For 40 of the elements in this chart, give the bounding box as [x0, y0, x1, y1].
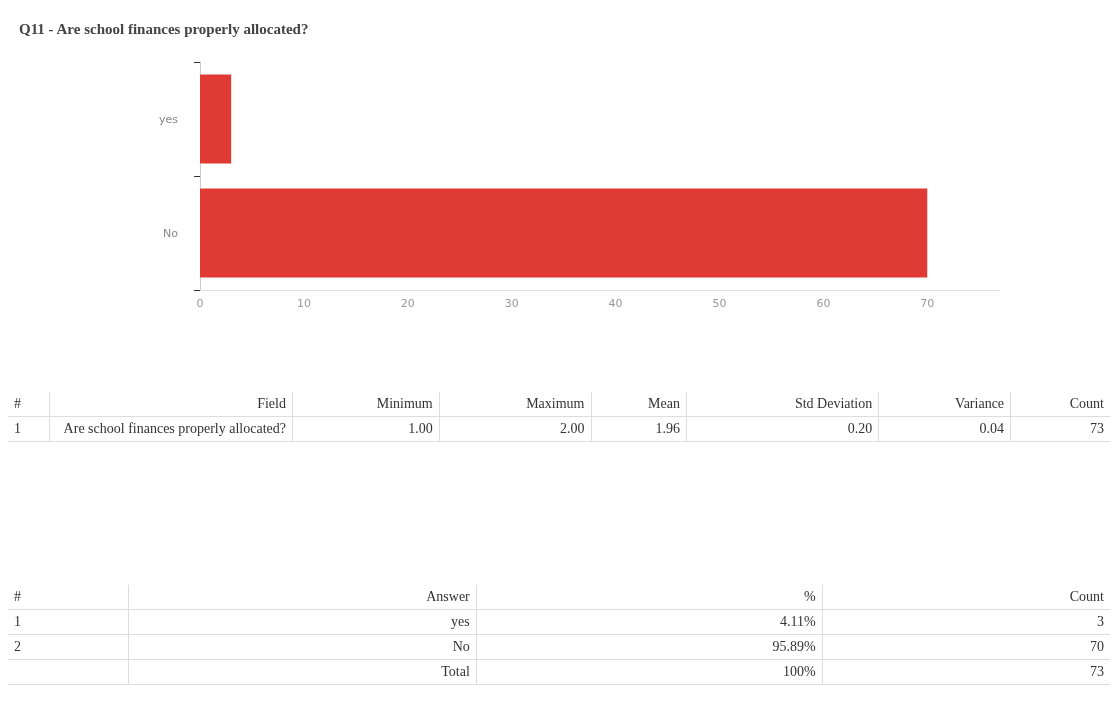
category-label: Maximum: [439, 392, 592, 417]
x-tick-label: 60: [816, 297, 831, 310]
category-label: Field: [49, 392, 293, 417]
text: 100%: [783, 664, 816, 679]
text: 1: [14, 421, 21, 436]
category-label: Count: [822, 585, 1110, 610]
text: 1.96: [655, 421, 680, 436]
category-label: Std Deviation: [686, 392, 879, 417]
text: Are school finances properly allocated?: [63, 421, 286, 436]
text: 4.11%: [780, 614, 816, 629]
text: 73: [1090, 421, 1104, 436]
category-label: Mean: [591, 392, 687, 417]
text: 3: [1097, 614, 1104, 629]
x-tick-label: 10: [296, 297, 311, 310]
x-tick-label: 30: [504, 297, 519, 310]
text: Total: [441, 664, 470, 679]
x-tick-label: 20: [400, 297, 415, 310]
category-label: Minimum: [292, 392, 440, 417]
text: 0.04: [979, 421, 1005, 436]
x-tick-label: 50: [712, 297, 727, 310]
x-tick-label: 40: [608, 297, 623, 310]
x-tick-label: 70: [920, 297, 935, 310]
x-tick-label: 0: [196, 297, 204, 310]
category-label: Answer: [128, 585, 477, 610]
text: 70: [1090, 639, 1104, 654]
text: yes: [451, 614, 470, 629]
text: No: [452, 639, 470, 654]
text: 0.20: [847, 421, 873, 436]
text: 95.89%: [772, 639, 816, 654]
category-label: #: [8, 585, 129, 610]
text: 1.00: [408, 421, 433, 436]
chart-title: Q11 - Are school finances properly allocated?: [19, 20, 309, 37]
category-label: %: [476, 585, 823, 610]
text: 73: [1090, 664, 1104, 679]
text: 2.00: [560, 421, 585, 436]
text: 1: [14, 614, 21, 629]
category-label: Count: [1010, 392, 1110, 417]
category-label: Variance: [878, 392, 1011, 417]
category-label: #: [8, 392, 50, 417]
text: 2: [14, 639, 21, 654]
